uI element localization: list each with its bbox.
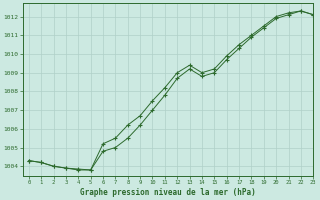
X-axis label: Graphe pression niveau de la mer (hPa): Graphe pression niveau de la mer (hPa) <box>80 188 256 197</box>
